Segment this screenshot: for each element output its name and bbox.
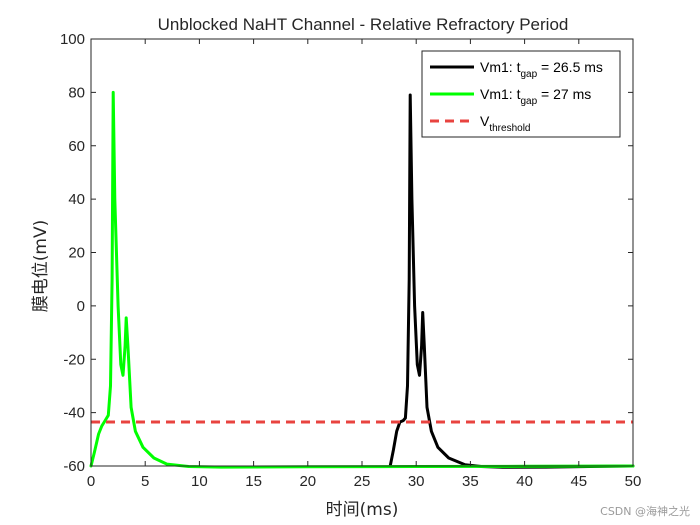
legend-entry-2: Vthreshold <box>480 113 530 134</box>
x-tick-label: 20 <box>299 473 316 490</box>
watermark: CSDN @海神之光 <box>600 505 690 518</box>
y-tick-label: -20 <box>63 351 85 368</box>
y-tick-label: -40 <box>63 405 85 422</box>
series-line-1 <box>89 90 635 469</box>
y-tick-label: 60 <box>68 138 85 155</box>
chart-title: Unblocked NaHT Channel - Relative Refrac… <box>158 15 569 34</box>
y-tick-label: 40 <box>68 191 85 208</box>
x-tick-label: 45 <box>570 473 587 490</box>
legend-entry-1: Vm1: tgap = 27 ms <box>480 86 591 107</box>
legend: Vm1: tgap = 26.5 ms Vm1: tgap = 27 ms Vthr… <box>421 50 621 138</box>
y-tick-label: 20 <box>68 245 85 262</box>
y-axis-label: 膜电位(mV) <box>31 220 51 312</box>
x-tick-label: 15 <box>245 473 262 490</box>
x-tick-label: 0 <box>87 473 95 490</box>
y-tick-label: -60 <box>63 458 85 475</box>
x-tick-label: 25 <box>354 473 371 490</box>
x-tick-label: 35 <box>462 473 479 490</box>
x-axis-label: 时间(ms) <box>326 500 399 520</box>
x-tick-label: 50 <box>625 473 642 490</box>
y-tick-label: 80 <box>68 84 85 101</box>
x-tick-label: 5 <box>141 473 149 490</box>
y-tick-label: 100 <box>60 31 85 48</box>
y-tick-label: 0 <box>77 298 85 315</box>
x-tick-label: 30 <box>408 473 425 490</box>
x-tick-label: 10 <box>191 473 208 490</box>
x-tick-label: 40 <box>516 473 533 490</box>
x-axis-ticks: 0 5 10 15 20 25 30 35 40 45 50 <box>87 39 642 490</box>
legend-entry-0: Vm1: tgap = 26.5 ms <box>480 59 603 80</box>
y-axis-ticks: -60 -40 -20 0 20 40 60 80 100 <box>60 31 633 475</box>
